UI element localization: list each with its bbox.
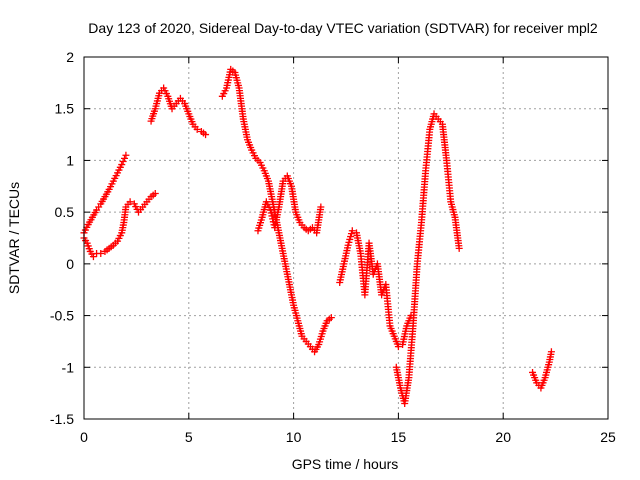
series-trace-c	[147, 84, 210, 139]
data-point-marker	[193, 125, 201, 133]
y-tick-label: 1.5	[55, 101, 75, 117]
data-point	[181, 100, 192, 115]
data-point	[401, 376, 412, 407]
series-trace-b	[80, 190, 159, 261]
data-point	[185, 110, 196, 126]
data-point	[392, 363, 404, 389]
data-point	[294, 317, 305, 338]
data-point-marker	[317, 203, 325, 211]
data-point-marker	[327, 314, 335, 322]
data-point-marker	[455, 244, 463, 252]
data-point-marker	[394, 343, 402, 351]
data-point	[405, 325, 417, 382]
data-point	[239, 115, 251, 141]
series-trace-h	[529, 348, 555, 392]
data-point	[319, 319, 330, 335]
data-point	[197, 127, 207, 137]
data-point	[529, 368, 540, 384]
y-tick-label: 0.5	[55, 204, 75, 220]
data-point	[285, 281, 297, 307]
series-trace-g	[392, 110, 463, 407]
x-tick-label: 5	[185, 429, 193, 445]
data-point	[114, 232, 124, 245]
data-point-marker	[97, 250, 105, 258]
series-trace-e	[254, 172, 325, 237]
data-point-fill-marker	[121, 154, 129, 162]
data-point	[193, 125, 201, 133]
data-point	[151, 92, 163, 113]
y-tick-label: -1	[62, 359, 75, 375]
data-point	[243, 136, 255, 151]
data-point	[283, 172, 294, 188]
data-point	[390, 332, 401, 348]
y-axis-label: SDTVAR / TECUs	[6, 182, 22, 294]
data-point	[147, 107, 158, 125]
data-point	[281, 260, 293, 286]
x-tick-label: 0	[80, 429, 88, 445]
data-point-marker	[547, 348, 555, 356]
data-point	[455, 244, 463, 252]
y-tick-label: 2	[66, 49, 74, 65]
y-tick-label: -0.5	[50, 308, 74, 324]
data-point	[275, 180, 287, 211]
data-point	[97, 250, 105, 258]
x-tick-label: 10	[286, 429, 302, 445]
data-point	[451, 213, 463, 250]
x-tick-label: 15	[391, 429, 407, 445]
data-point	[382, 281, 394, 327]
data-point	[118, 154, 129, 169]
data-point-marker	[151, 190, 159, 198]
data-point	[336, 263, 347, 286]
y-tick-label: 1	[66, 152, 74, 168]
data-point	[317, 203, 325, 211]
data-point-marker	[118, 161, 126, 169]
x-tick-label: 20	[495, 429, 511, 445]
data-point	[89, 253, 97, 261]
data-point	[202, 131, 210, 139]
data-point	[254, 216, 265, 235]
data-point	[114, 163, 124, 177]
data-point	[348, 227, 356, 235]
plot-frame	[83, 56, 609, 420]
tick-layer: 0 5 10 15 20 25 -1.5 -1 -0.5 0 0.5 1 1.5 2	[50, 49, 616, 445]
x-axis-label: GPS time / hours	[292, 456, 399, 472]
data-point	[93, 203, 103, 214]
data-point	[290, 301, 301, 322]
data-point	[101, 188, 112, 201]
data-point	[260, 167, 271, 183]
data-point	[417, 169, 429, 226]
data-point	[122, 151, 130, 159]
data-point-marker	[122, 151, 130, 159]
data-point	[541, 361, 553, 382]
data-point-marker	[202, 131, 210, 139]
data-point	[413, 221, 425, 268]
data-point	[443, 156, 455, 203]
y-tick-label: -1.5	[50, 411, 74, 427]
data-point	[126, 198, 134, 206]
data-point	[422, 128, 434, 175]
data-point	[386, 322, 397, 338]
data-point	[547, 348, 555, 356]
data-point	[399, 325, 410, 349]
data-layer	[80, 65, 555, 407]
data-point	[352, 229, 364, 255]
data-point	[264, 177, 276, 203]
data-point	[256, 158, 267, 172]
data-point-marker	[126, 198, 134, 206]
chart-title: Day 123 of 2020, Sidereal Day-to-day VTE…	[88, 20, 598, 36]
x-tick-label: 25	[600, 429, 616, 445]
data-point	[231, 69, 242, 89]
data-point	[394, 343, 402, 351]
data-point-marker	[348, 227, 356, 235]
data-point	[151, 190, 159, 198]
data-point-fill-marker	[119, 157, 127, 165]
series-trace-d	[218, 65, 335, 356]
data-point-marker	[89, 253, 97, 261]
series-trace-a	[80, 151, 130, 237]
data-point	[327, 314, 335, 322]
y-tick-label: 0	[66, 256, 74, 272]
data-point	[409, 263, 421, 330]
